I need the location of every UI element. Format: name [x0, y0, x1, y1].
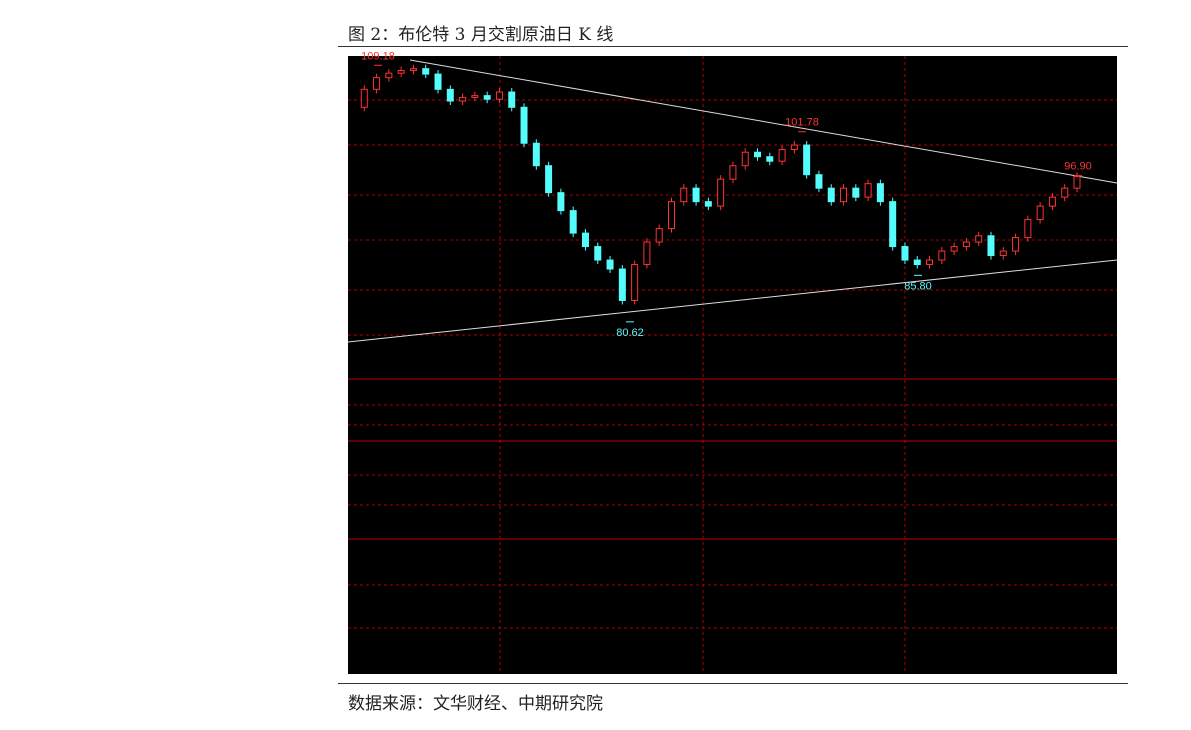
candle-body — [459, 96, 467, 102]
figure-caption: 图 2：布伦特 3 月交割原油日 K 线 — [348, 25, 614, 45]
candle-body — [754, 151, 762, 158]
candle-body — [962, 241, 970, 248]
candle-body — [385, 72, 393, 79]
candle-body — [545, 165, 553, 194]
candle-body — [840, 187, 848, 203]
candle-body — [729, 165, 737, 180]
candle-body — [864, 183, 872, 198]
candle-body — [987, 235, 995, 257]
rule — [338, 46, 1128, 47]
candle-body — [704, 201, 712, 207]
candle-body — [569, 210, 577, 234]
candle-body — [495, 91, 503, 100]
candle-body — [901, 246, 909, 261]
candle-body — [594, 246, 602, 261]
candle-body — [1061, 187, 1069, 198]
candle-body — [581, 232, 589, 248]
candle-body — [1012, 237, 1020, 252]
candle-body — [778, 149, 786, 162]
candle-body — [741, 151, 749, 167]
candle-body — [803, 144, 811, 176]
candle-body — [667, 201, 675, 230]
candle-body — [876, 183, 884, 203]
panel-separators — [348, 378, 1117, 540]
candle-body — [397, 69, 405, 74]
candle-body — [766, 156, 774, 162]
grid — [348, 56, 1117, 674]
candle-body — [655, 228, 663, 243]
annotation-label: 101.78 — [785, 117, 819, 129]
annotation-label: 80.62 — [616, 327, 644, 339]
candle-body — [1036, 205, 1044, 221]
candle-body — [422, 68, 430, 75]
candle-body — [926, 259, 934, 266]
annotation-label: 96.90 — [1064, 161, 1092, 173]
candle-body — [446, 88, 454, 102]
candle-body — [790, 144, 798, 151]
candle-body — [520, 106, 528, 144]
candle-body — [1024, 219, 1032, 239]
candle-body — [680, 187, 688, 203]
candle-body — [1048, 196, 1056, 207]
candle-body — [360, 88, 368, 108]
trend-line — [409, 59, 1118, 184]
candle-body — [643, 241, 651, 266]
candle-body — [471, 95, 479, 98]
candle-body — [1073, 175, 1081, 189]
candle-body — [938, 250, 946, 261]
candle-body — [618, 268, 626, 301]
candle-body — [606, 259, 614, 270]
chart-background — [348, 56, 1117, 674]
candle-body — [975, 235, 983, 243]
rule — [338, 683, 1128, 684]
candle-body — [889, 201, 897, 248]
candle-body — [373, 77, 381, 90]
trend-line — [347, 259, 1118, 343]
candle-body — [409, 68, 417, 71]
candle-body — [434, 73, 442, 90]
candle-body — [692, 187, 700, 203]
figure-source: 数据来源：文华财经、中期研究院 — [348, 694, 603, 714]
candle-body — [717, 178, 725, 207]
candle-body — [815, 174, 823, 189]
candle-body — [483, 95, 491, 100]
candle-body — [508, 91, 516, 108]
candle-body — [999, 250, 1007, 257]
candle-body — [852, 187, 860, 198]
candle-body — [913, 259, 921, 266]
candle-body — [827, 187, 835, 203]
candle-body — [631, 264, 639, 301]
candle-body — [950, 246, 958, 252]
annotation-label: 85.80 — [904, 280, 932, 292]
candle-body — [557, 192, 565, 212]
annotation-label: 109.18 — [361, 50, 395, 62]
candle-body — [532, 142, 540, 167]
